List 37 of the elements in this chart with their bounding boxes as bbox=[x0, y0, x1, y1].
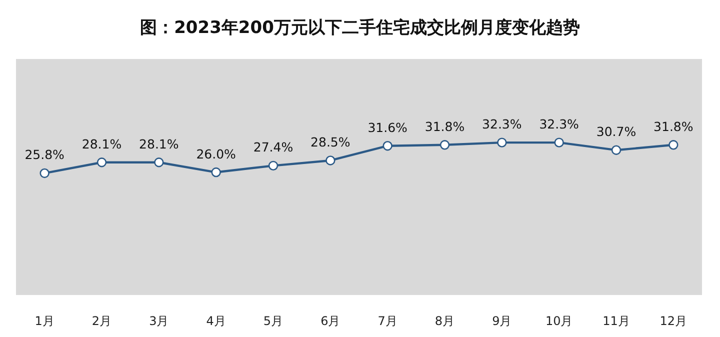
data-label: 26.0% bbox=[196, 146, 236, 162]
data-label: 25.8% bbox=[24, 147, 65, 162]
x-tick-label: 8月 bbox=[434, 314, 455, 328]
point bbox=[440, 140, 450, 150]
x-tick-label: 5月 bbox=[263, 314, 284, 328]
data-label: 31.8% bbox=[424, 118, 465, 134]
x-tick-label: 12月 bbox=[660, 314, 688, 328]
point bbox=[268, 160, 278, 171]
data-label: 28.1% bbox=[82, 136, 122, 152]
data-label: 32.3% bbox=[539, 116, 580, 132]
x-tick-label: 10月 bbox=[545, 314, 573, 328]
point bbox=[611, 145, 622, 155]
x-tick-label: 7月 bbox=[378, 314, 398, 328]
point bbox=[554, 138, 564, 148]
data-label: 32.3% bbox=[482, 116, 522, 132]
data-label: 28.1% bbox=[139, 136, 179, 152]
x-tick-label: 11月 bbox=[602, 314, 630, 328]
data-label: 27.4% bbox=[253, 140, 294, 155]
data-label: 31.6% bbox=[368, 120, 408, 135]
x-tick-label: 4月 bbox=[206, 314, 226, 328]
x-tick-label: 6月 bbox=[320, 314, 340, 328]
point bbox=[326, 156, 336, 166]
x-tick-label: 3月 bbox=[149, 314, 169, 328]
x-tick-label: 2月 bbox=[92, 314, 112, 328]
point bbox=[668, 140, 678, 150]
point bbox=[96, 158, 107, 168]
data-label: 31.8% bbox=[654, 118, 694, 134]
chart-title: 图：2023年200万元以下二手住宅成交比例月度变化趋势 bbox=[140, 18, 580, 38]
point bbox=[497, 138, 507, 148]
point bbox=[211, 167, 221, 178]
x-tick-label: 9月 bbox=[492, 314, 512, 328]
x-tick-label: 1月 bbox=[34, 314, 54, 328]
data-label: 28.5% bbox=[310, 134, 350, 150]
point bbox=[40, 168, 50, 178]
point bbox=[154, 158, 164, 168]
data-label: 30.7% bbox=[596, 124, 636, 140]
point bbox=[382, 141, 392, 151]
